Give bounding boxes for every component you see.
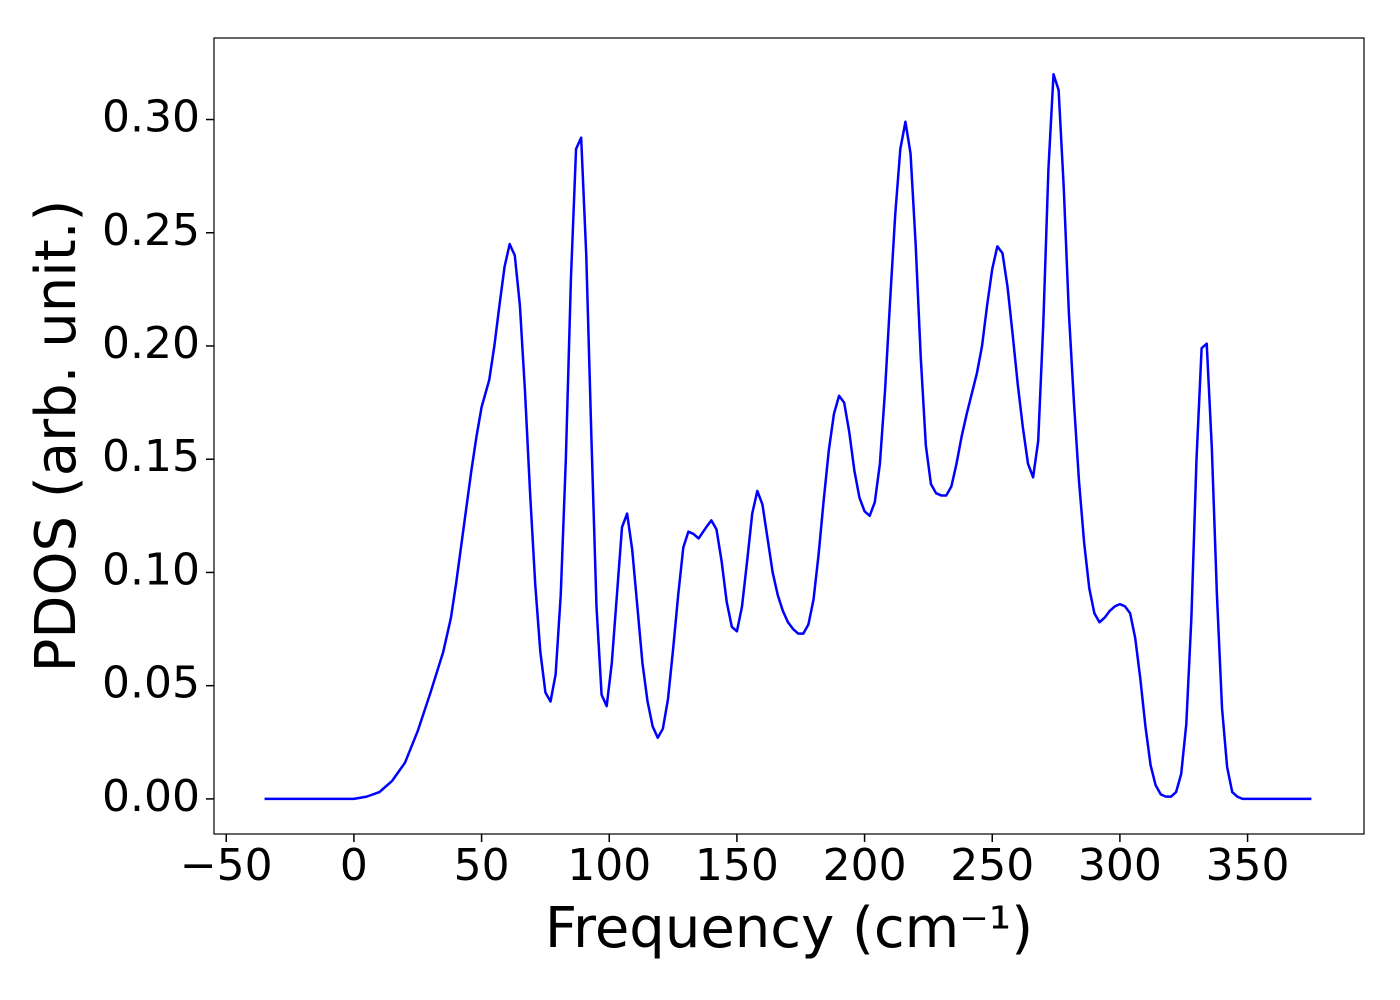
y-axis-label: PDOS (arb. unit.) — [24, 200, 89, 673]
y-tick-label: 0.25 — [102, 205, 200, 256]
y-tick-label: 0.00 — [102, 771, 200, 822]
x-axis-label: Frequency (cm⁻¹) — [545, 896, 1033, 961]
y-tick-label: 0.15 — [102, 431, 200, 482]
y-tick-label: 0.10 — [102, 544, 200, 595]
x-tick-label: 200 — [823, 840, 907, 891]
x-tick-label: 300 — [1078, 840, 1162, 891]
y-tick-label: 0.05 — [102, 658, 200, 709]
x-tick-label: 250 — [950, 840, 1034, 891]
y-tick-label: 0.20 — [102, 318, 200, 369]
x-tick-label: 150 — [695, 840, 779, 891]
y-tick-label: 0.30 — [102, 92, 200, 143]
x-tick-label: 350 — [1206, 840, 1290, 891]
data-line — [264, 72, 1312, 801]
x-tick-label: 100 — [567, 840, 651, 891]
x-tick-label: 0 — [340, 840, 368, 891]
plot-frame — [213, 37, 1365, 835]
x-tick-label: −50 — [180, 840, 273, 891]
x-tick-label: 50 — [454, 840, 510, 891]
